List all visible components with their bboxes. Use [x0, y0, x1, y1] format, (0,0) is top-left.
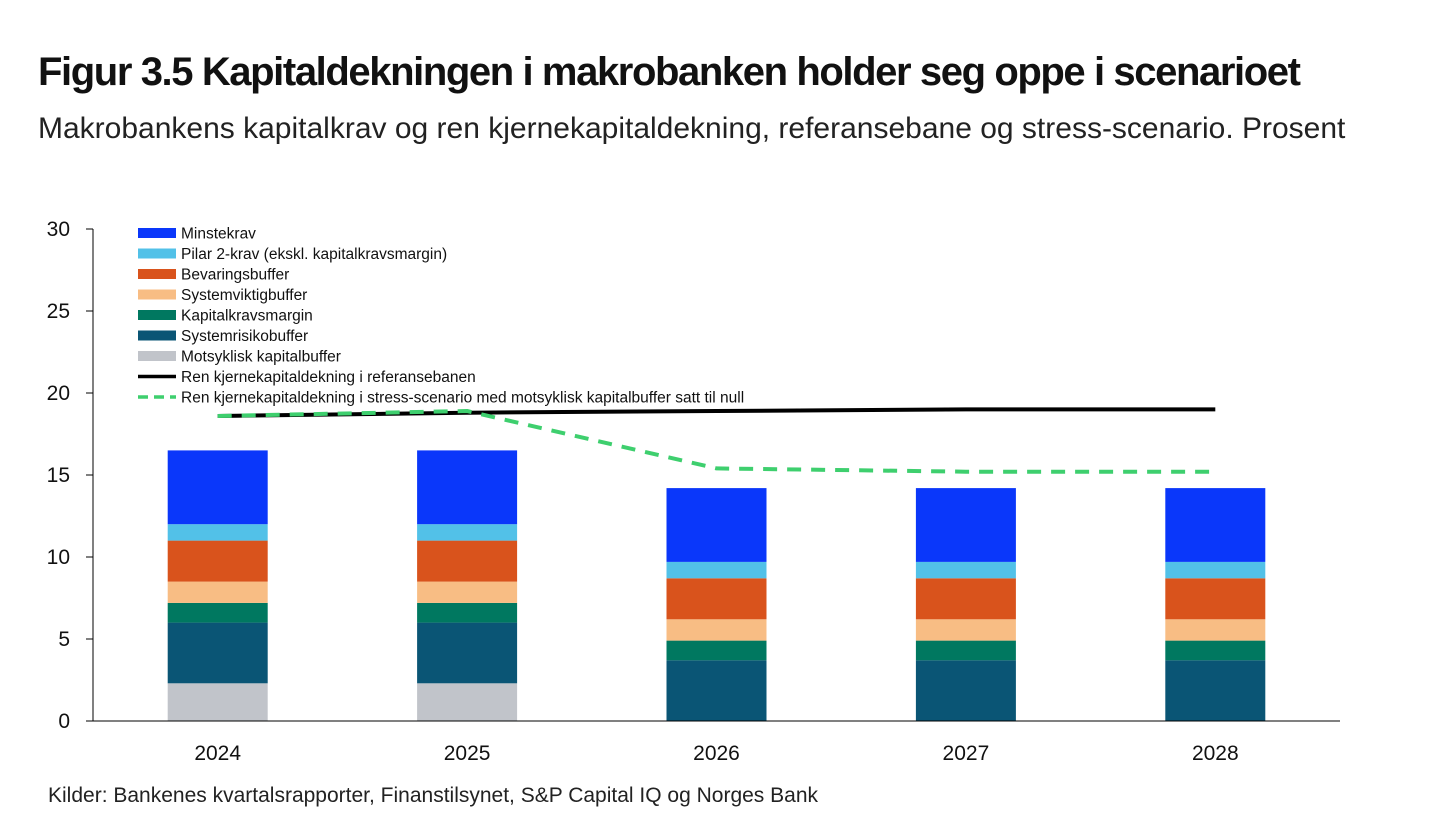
- y-tick-label-10: 10: [47, 546, 70, 569]
- bar-systemviktigbuffer-2028: [1165, 619, 1266, 641]
- legend-label: Ren kjernekapitaldekning i stress-scenar…: [181, 390, 744, 407]
- legend-item-ren-kjernekapitaldekning-i-referansebanen: Ren kjernekapitaldekning i referansebane…: [138, 369, 476, 386]
- legend-swatch: [138, 330, 176, 341]
- bar-pilar-2-krav-ekskl-kapitalkravsmargin-2028: [1165, 561, 1266, 579]
- bar-pilar-2-krav-ekskl-kapitalkravsmargin-2027: [915, 561, 1016, 579]
- legend-item-systemrisikobuffer: Systemrisikobuffer: [138, 328, 308, 345]
- bar-minstekrav-2024: [167, 450, 268, 525]
- x-tick-label-2027: 2027: [943, 742, 990, 765]
- legend-item-kapitalkravsmargin: Kapitalkravsmargin: [138, 308, 313, 325]
- legend-label: Ren kjernekapitaldekning i referansebane…: [181, 369, 476, 386]
- bar-systemviktigbuffer-2025: [417, 581, 518, 603]
- bar-pilar-2-krav-ekskl-kapitalkravsmargin-2024: [167, 524, 268, 541]
- x-tick-label-2026: 2026: [693, 742, 740, 765]
- bar-systemrisikobuffer-2025: [417, 622, 518, 684]
- bar-bevaringsbuffer-2025: [417, 540, 518, 582]
- legend-label: Systemrisikobuffer: [181, 328, 308, 345]
- bar-systemrisikobuffer-2024: [167, 622, 268, 684]
- legend-label: Kapitalkravsmargin: [181, 308, 313, 325]
- legend-item-bevaringsbuffer: Bevaringsbuffer: [138, 267, 289, 284]
- line-ren-kjernekapitaldekning-i-referansebanen: [217, 407, 1216, 418]
- legend-item-pilar-2-krav-ekskl-kapitalkravsmargin: Pilar 2-krav (ekskl. kapitalkravsmargin): [138, 246, 447, 263]
- bar-bevaringsbuffer-2028: [1165, 578, 1266, 620]
- legend-swatch: [138, 228, 176, 238]
- legend-swatch: [138, 351, 176, 361]
- legend-item-ren-kjernekapitaldekning-i-stress-scenario-med-motsyklisk-kapitalbuffer-satt-til-null: Ren kjernekapitaldekning i stress-scenar…: [138, 390, 744, 407]
- bar-systemviktigbuffer-2026: [666, 619, 767, 641]
- y-tick-label-5: 5: [58, 628, 70, 651]
- legend-item-motsyklisk-kapitalbuffer: Motsyklisk kapitalbuffer: [138, 349, 341, 366]
- bar-systemrisikobuffer-2027: [915, 660, 1016, 721]
- legend-swatch: [138, 269, 176, 279]
- bar-minstekrav-2026: [666, 488, 767, 562]
- bar-pilar-2-krav-ekskl-kapitalkravsmargin-2025: [417, 524, 518, 541]
- legend-label: Pilar 2-krav (ekskl. kapitalkravsmargin): [181, 246, 447, 263]
- bar-bevaringsbuffer-2026: [666, 578, 767, 620]
- legend: Minstekrav Pilar 2-krav (ekskl. kapitalkr…: [138, 226, 744, 407]
- bar-kapitalkravsmargin-2028: [1165, 640, 1266, 661]
- bar-systemrisikobuffer-2028: [1165, 660, 1266, 721]
- x-tick-label-2028: 2028: [1192, 742, 1239, 765]
- line-ren-kjernekapitaldekning-i-stress-scenario-med-motsyklisk-kapitalbuffer-satt-til-null: [217, 409, 1216, 474]
- legend-label: Bevaringsbuffer: [181, 267, 289, 284]
- bar-bevaringsbuffer-2024: [167, 540, 268, 582]
- legend-swatch: [138, 310, 176, 320]
- chart-subtitle: Makrobankens kapitalkrav og ren kjerneka…: [38, 112, 1346, 145]
- legend-label: Motsyklisk kapitalbuffer: [181, 349, 341, 366]
- bar-minstekrav-2025: [417, 450, 518, 525]
- bar-systemviktigbuffer-2027: [915, 619, 1016, 641]
- legend-item-systemviktigbuffer: Systemviktigbuffer: [138, 287, 307, 304]
- bar-minstekrav-2028: [1165, 488, 1266, 562]
- y-tick-label-15: 15: [47, 464, 70, 487]
- legend-swatch: [138, 248, 176, 259]
- legend-label: Systemviktigbuffer: [181, 287, 307, 304]
- bar-systemviktigbuffer-2024: [167, 581, 268, 603]
- bar-systemrisikobuffer-2026: [666, 660, 767, 721]
- y-tick-label-20: 20: [47, 382, 70, 405]
- legend-item-minstekrav: Minstekrav: [138, 226, 256, 243]
- source-note: Kilder: Bankenes kvartalsrapporter, Fina…: [48, 784, 818, 807]
- x-tick-label-2025: 2025: [444, 742, 491, 765]
- bar-kapitalkravsmargin-2024: [167, 602, 268, 623]
- bar-motsyklisk-kapitalbuffer-2024: [167, 683, 268, 721]
- bar-bevaringsbuffer-2027: [915, 578, 1016, 620]
- bar-minstekrav-2027: [915, 488, 1016, 562]
- legend-label: Minstekrav: [181, 226, 256, 243]
- bar-kapitalkravsmargin-2026: [666, 640, 767, 661]
- chart-title: Figur 3.5 Kapitaldekningen i makrobanken…: [38, 50, 1301, 94]
- bar-pilar-2-krav-ekskl-kapitalkravsmargin-2026: [666, 561, 767, 579]
- lines-layer: [217, 407, 1216, 474]
- bar-kapitalkravsmargin-2027: [915, 640, 1016, 661]
- bar-kapitalkravsmargin-2025: [417, 602, 518, 623]
- legend-swatch: [138, 289, 176, 300]
- y-tick-label-25: 25: [47, 300, 70, 323]
- y-tick-label-0: 0: [58, 710, 70, 733]
- x-tick-label-2024: 2024: [194, 742, 241, 765]
- bars-layer: [167, 450, 1266, 721]
- bar-motsyklisk-kapitalbuffer-2025: [417, 683, 518, 721]
- y-tick-label-30: 30: [47, 218, 70, 241]
